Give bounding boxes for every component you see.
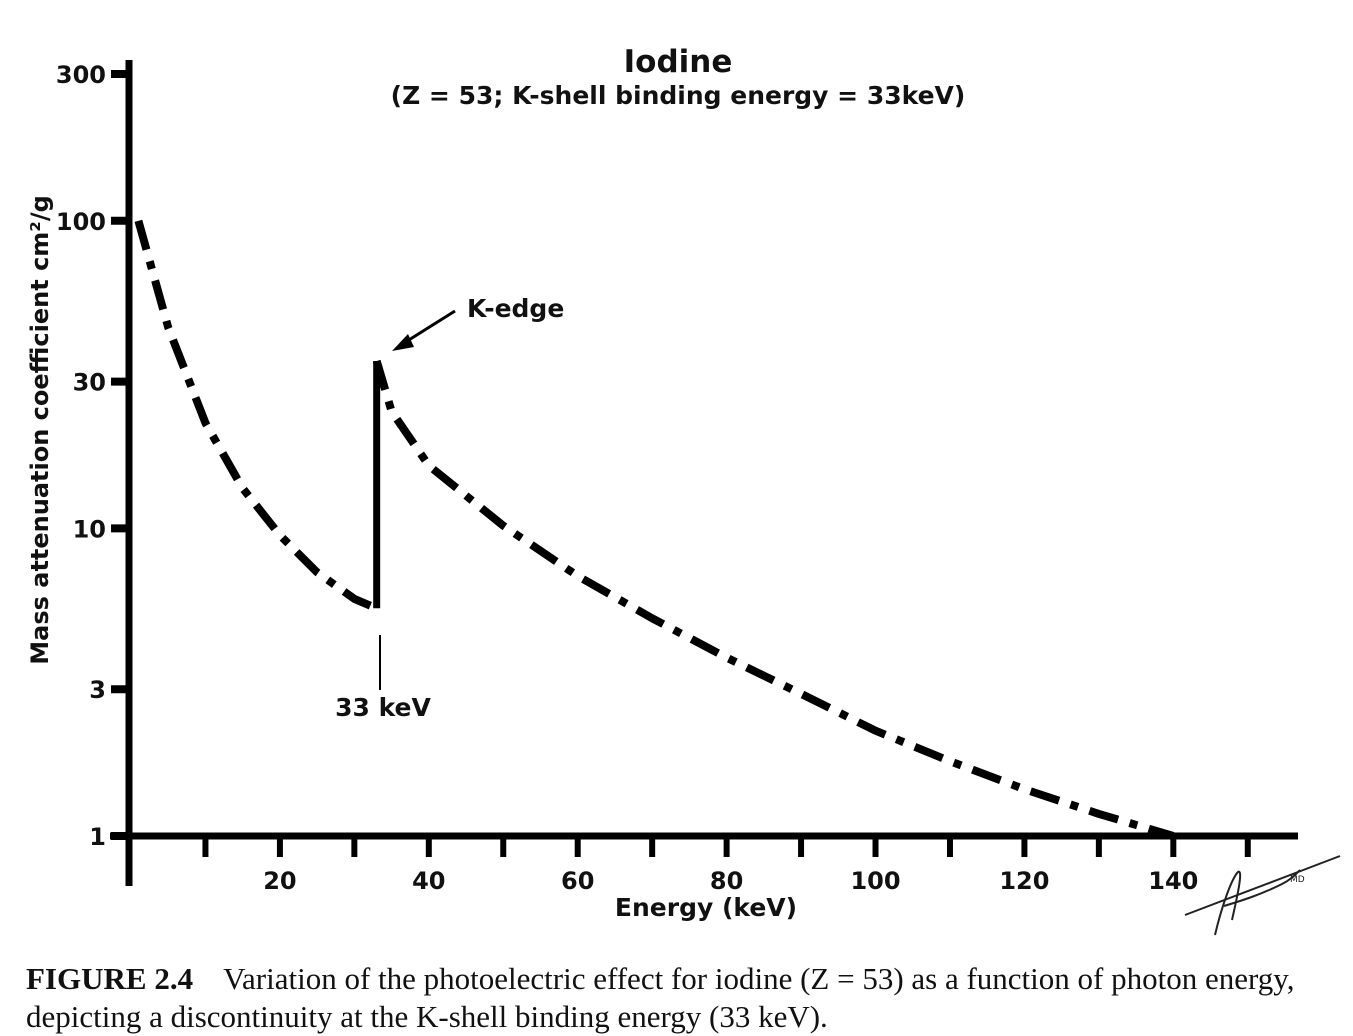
- x-tick-label: 40: [412, 867, 445, 895]
- attenuation-curve-above-edge: [372, 359, 1175, 840]
- x-tick-label: 60: [561, 867, 594, 895]
- k-edge-arrow-head: [392, 334, 414, 351]
- k-edge-arrow-shaft: [403, 309, 456, 345]
- signature: MD: [1184, 855, 1341, 936]
- figure-caption-text: Variation of the photoelectric effect fo…: [26, 961, 1295, 1034]
- y-tick-label: 1: [89, 823, 106, 851]
- chart: Iodine (Z = 53; K-shell binding energy =…: [26, 44, 1341, 936]
- chart-title: Iodine: [624, 44, 733, 80]
- y-tick-label: 10: [73, 515, 106, 543]
- chart-subtitle: (Z = 53; K-shell binding energy = 33keV): [391, 81, 966, 110]
- svg-text:MD: MD: [1290, 875, 1305, 885]
- attenuation-curve-below-edge: [134, 219, 379, 612]
- k-edge-energy-label: 33 keV: [335, 693, 431, 722]
- figure-label: FIGURE 2.4: [26, 961, 194, 996]
- y-tick-label: 3: [89, 676, 106, 704]
- y-ticks: 1 3 10 30 100 300: [56, 61, 129, 851]
- x-tick-label: 100: [850, 867, 900, 895]
- x-tick-label: 140: [1148, 867, 1198, 895]
- x-tick-label: 20: [263, 867, 296, 895]
- x-tick-label: 120: [999, 867, 1049, 895]
- series-lines: [134, 219, 1175, 840]
- y-tick-label: 300: [56, 61, 106, 89]
- y-tick-label: 100: [56, 208, 106, 236]
- x-tick-label: 80: [710, 867, 743, 895]
- figure-caption: FIGURE 2.4 Variation of the photoelectric…: [26, 960, 1346, 1036]
- x-ticks: 20 40 60 80 100 120 140: [202, 836, 1251, 895]
- y-axis-label: Mass attenuation coefficient cm²/g: [26, 195, 54, 665]
- k-edge-label: K-edge: [467, 294, 564, 323]
- y-tick-label: 30: [73, 369, 106, 397]
- x-axis-label: Energy (keV): [615, 893, 797, 922]
